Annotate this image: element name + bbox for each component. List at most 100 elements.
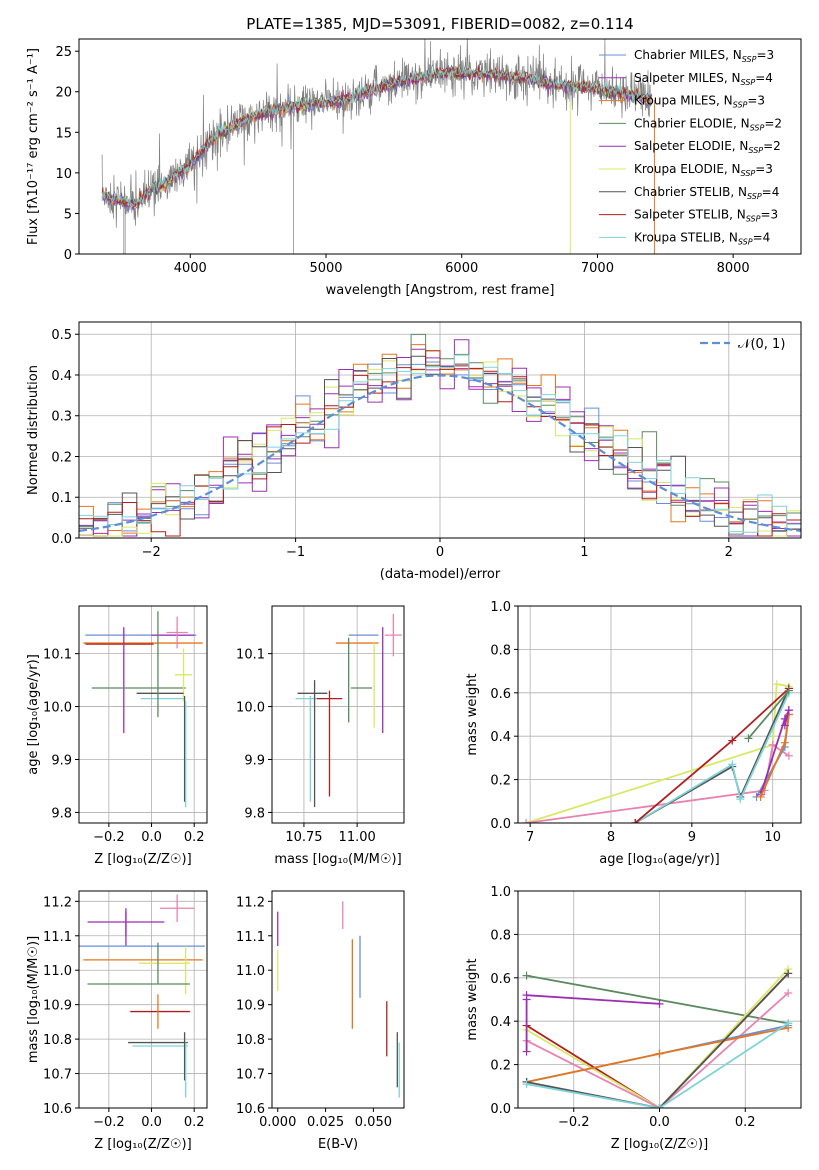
plot-marks [101,39,655,254]
legend-entry: Salpeter STELIB, NSSP=3 [634,208,778,224]
y-tick-label: 0.6 [490,972,511,987]
series-marker [655,1049,664,1058]
figure-title: PLATE=1385, MJD=53091, FIBERID=0082, z=0… [246,15,633,33]
plot-area [79,606,207,823]
y-tick-label: 10.6 [43,1102,72,1117]
y-axis-label: mass weight [465,958,480,1040]
x-tick-label: 0.0 [141,830,162,845]
x-tick-label: −0.2 [558,1115,590,1130]
x-tick-label: 7000 [581,261,614,276]
y-tick-label: 10.7 [43,1068,72,1083]
axes-frame [78,38,802,255]
y-tick-label: 10.0 [43,701,72,716]
plot-area [272,891,404,1108]
x-tick-label: 0.2 [184,830,205,845]
chart-mw_vs_Z: −0.2 0.0 0.2 0.0 0.2 0.4 0.6 0.8 1.0 Z [log₁₀(Z/Z… [465,885,802,1152]
y-tick-label: 0.0 [51,532,72,547]
x-tick-label: 0.025 [307,1115,344,1130]
legend-entry: Chabrier STELIB, NSSP=4 [634,185,779,201]
x-tick-label: −0.2 [93,830,125,845]
plot-marks [83,611,203,808]
y-tick-label: 10.7 [236,1068,265,1083]
series-marker [522,995,531,1004]
x-tick-label: 9 [688,830,696,845]
series-marker [728,736,737,745]
x-tick-label: 8 [607,830,615,845]
axes-frame [271,605,405,824]
x-tick-label: 0.2 [184,1115,205,1130]
legend-entry: Kroupa STELIB, NSSP=4 [634,230,770,246]
y-tick-label: 9.9 [244,753,265,768]
y-tick-label: 0.6 [490,687,511,702]
y-tick-label: 11.2 [236,895,265,910]
x-tick-label: 8000 [717,261,750,276]
series-line [526,1022,789,1108]
y-tick-label: 10.6 [236,1102,265,1117]
series-line [526,994,660,1005]
series-marker [655,1104,664,1108]
series-line [526,992,789,1108]
series-marker [780,721,789,730]
y-tick-label: 11.2 [43,895,72,910]
y-tick-label: 0.2 [51,450,72,465]
x-tick-label: 0.000 [259,1115,296,1130]
y-tick-label: 10.8 [43,1033,72,1048]
y-tick-label: 1.0 [490,885,511,900]
axes-frame [517,605,802,824]
y-tick-label: 10.8 [236,1033,265,1048]
y-tick-label: 25 [55,45,72,60]
x-tick-label: 10.75 [285,830,322,845]
y-tick-label: 0.8 [490,928,511,943]
legend-entry: Chabrier MILES, NSSP=3 [634,48,774,64]
y-tick-label: 15 [55,126,72,141]
legend-entry: Kroupa ELODIE, NSSP=3 [634,162,773,178]
series-marker [522,1047,531,1056]
legend-entry: Kroupa MILES, NSSP=3 [634,94,765,110]
x-tick-label: −2 [142,545,161,560]
x-axis-label: age [log₁₀(age/yr)] [599,852,720,867]
y-tick-label: 0.2 [490,774,511,789]
y-tick-label: 0.4 [490,730,511,745]
y-tick-label: 10.1 [43,648,72,663]
x-tick-label: 0.0 [141,1115,162,1130]
x-axis-label: Z [log₁₀(Z/Z☉)] [94,852,191,867]
histogram-step [79,354,801,538]
x-tick-label: −1 [286,545,305,560]
x-tick-label: 10 [764,830,781,845]
plot-marks [277,901,400,1098]
y-tick-label: 11.1 [43,930,72,945]
y-tick-label: 0 [64,248,72,263]
series-marker [744,734,753,743]
y-tick-label: 0.2 [490,1059,511,1074]
series-marker [522,1080,531,1089]
series-marker [756,792,765,801]
y-tick-label: 0.4 [51,369,72,384]
normal-curve [79,374,801,532]
y-tick-label: 10 [55,167,72,182]
plot-marks [522,965,793,1108]
y-axis-label: Flux [fλ10⁻¹⁷ erg cm⁻² s⁻¹ A⁻¹] [26,48,41,245]
x-tick-label: −0.2 [93,1115,125,1130]
series-line [525,683,790,823]
x-tick-label: 7 [526,830,534,845]
series-marker [784,969,793,978]
x-axis-label: wavelength [Angstrom, rest frame] [326,283,555,298]
legend-entry: Chabrier ELODIE, NSSP=2 [634,116,782,132]
x-tick-label: 0.2 [735,1115,756,1130]
y-axis-label: Normed distribution [26,365,41,495]
y-tick-label: 9.8 [51,806,72,821]
axes-frame [78,890,208,1109]
y-tick-label: 5 [64,207,72,222]
x-axis-label: mass [log₁₀(M/M☉)] [274,852,401,867]
y-tick-label: 9.8 [244,806,265,821]
series-marker [736,795,745,804]
spectrum-data [101,39,653,228]
y-axis-label: mass [log₁₀(M/M☉)] [26,936,41,1063]
series-marker [522,819,531,823]
spectrum-model [101,65,653,207]
chart-spectrum: Chabrier MILES, NSSP=3 Salpeter MILES, NS… [26,38,802,298]
series-marker [784,706,793,715]
series-marker [768,740,777,749]
legend-entry: 𝒩(0, 1) [738,337,785,352]
